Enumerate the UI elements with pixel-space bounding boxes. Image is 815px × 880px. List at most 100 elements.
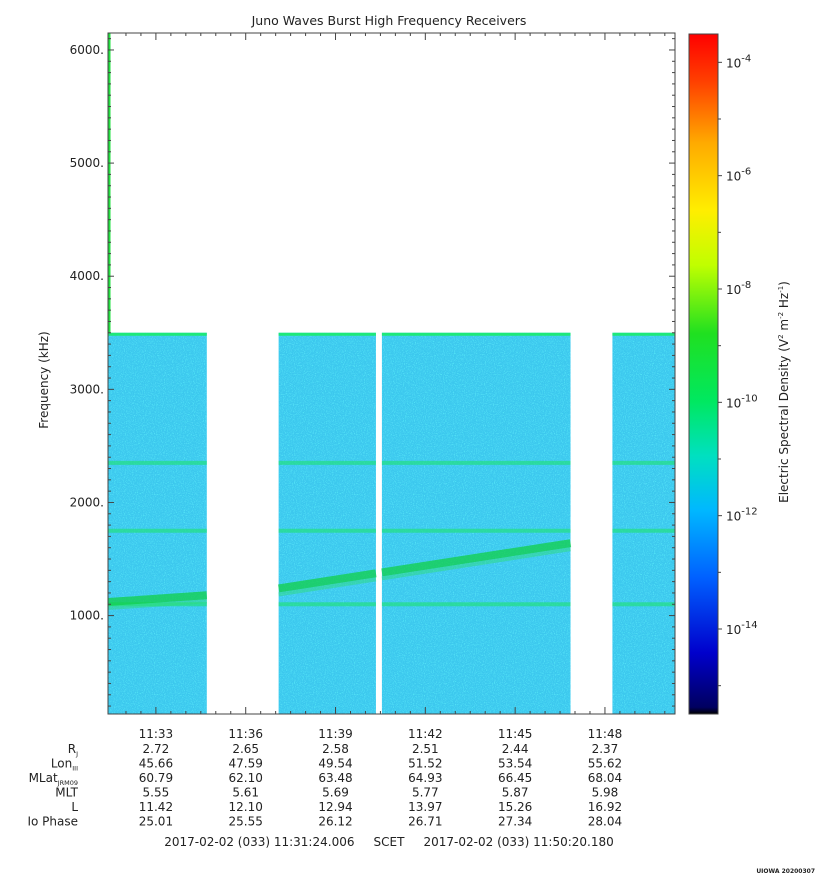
emission-band (381, 528, 571, 533)
ephemeris-value: 45.66 (139, 757, 173, 771)
ephemeris-value: 64.93 (408, 771, 442, 785)
ephemeris-value: 28.04 (588, 815, 622, 829)
ephemeris-row-label: LonIII (51, 757, 78, 773)
ephemeris-row-label: Io Phase (27, 815, 78, 829)
data-segment (108, 332, 208, 714)
emission-line (381, 539, 572, 577)
ephemeris-value: 62.10 (229, 771, 263, 785)
emission-line (108, 591, 208, 606)
spectrogram-data (108, 33, 675, 714)
ephemeris-value: 2.51 (412, 742, 439, 756)
emission-line-harmonic (108, 599, 207, 611)
y-tick-label: 1000. (70, 609, 104, 623)
colorbar-ticks: 10-4 10-6 10-8 10-10 10-12 10-14 (718, 53, 758, 687)
ephemeris-value: 51.52 (408, 757, 442, 771)
minor-ticks (108, 33, 675, 714)
ephemeris-value: 26.71 (408, 815, 442, 829)
ephemeris-value: 5.69 (322, 786, 349, 800)
y-tick-label: 3000. (70, 382, 104, 396)
x-tick-label: 11:36 (228, 727, 263, 741)
ephemeris-value: 55.62 (588, 757, 622, 771)
ephemeris-value: 5.61 (232, 786, 259, 800)
ephemeris-value: 53.54 (498, 757, 532, 771)
data-segment (612, 332, 675, 714)
data-segment (278, 332, 377, 714)
plot-frame (107, 32, 676, 715)
emission-band (381, 460, 571, 465)
ephemeris-value: 5.77 (412, 786, 439, 800)
ephemeris-value: 2.72 (143, 742, 170, 756)
emission-line (278, 569, 377, 593)
ephemeris-table: RJ 2.72 2.65 2.58 2.51 2.44 2.37 LonIII 45.66 47.… (27, 742, 622, 829)
ephemeris-value: 66.45 (498, 771, 532, 785)
ephemeris-row-label: RJ (68, 742, 78, 758)
colorbar-tick-label: 10-10 (726, 393, 758, 410)
emission-band (612, 528, 675, 533)
colorbar-tick-label: 10-4 (726, 53, 751, 70)
ephemeris-value: 5.98 (592, 786, 619, 800)
left-edge-band (108, 33, 111, 333)
emission-band (612, 602, 675, 607)
ephemeris-value: 68.04 (588, 771, 622, 785)
time-range: 2017-02-02 (033) 11:31:24.006 SCET 2017-… (164, 835, 614, 849)
emission-band (278, 602, 376, 607)
ephemeris-value: 2.58 (322, 742, 349, 756)
segment-noise (381, 332, 571, 714)
emission-line-harmonic (278, 577, 377, 597)
x-axis: 11:33 11:36 11:39 11:42 11:45 11:48 (139, 33, 623, 741)
ephemeris-value: 26.12 (318, 815, 352, 829)
emission-band (612, 460, 675, 465)
emission-line-harmonic (381, 547, 571, 581)
segment-top-edge (612, 332, 675, 336)
x-tick-label: 11:48 (588, 727, 623, 741)
ephemeris-row-label: MLatJRM09 (29, 771, 78, 787)
ephemeris-value: 60.79 (139, 771, 173, 785)
segment-noise (612, 332, 675, 714)
ephemeris-value: 63.48 (318, 771, 352, 785)
x-tick-label: 11:42 (408, 727, 443, 741)
ephemeris-row-label: MLT (55, 786, 78, 800)
emission-band (108, 460, 207, 465)
colorbar-tick-label: 10-14 (726, 620, 758, 637)
y-axis: 1000. 2000. 3000. 4000. 5000. 6000. (70, 43, 675, 623)
colorbar (688, 33, 719, 715)
ephemeris-value: 25.55 (229, 815, 263, 829)
ephemeris-value: 13.97 (408, 800, 442, 814)
x-tick-label: 11:33 (139, 727, 174, 741)
colorbar-tick-label: 10-6 (726, 167, 751, 184)
ephemeris-value: 11.42 (139, 800, 173, 814)
colorbar-label: Electric Spectral Density (V2 m-2 Hz-1) (777, 281, 791, 503)
footer-note: UIOWA 20200307 (756, 868, 815, 875)
ephemeris-value: 47.59 (229, 757, 263, 771)
x-tick-label: 11:45 (498, 727, 533, 741)
emission-band (108, 528, 207, 533)
y-axis-label: Frequency (kHz) (37, 331, 51, 428)
ephemeris-row-label: L (71, 800, 78, 814)
ephemeris-value: 25.01 (139, 815, 173, 829)
emission-band (381, 602, 571, 607)
segment-noise (108, 332, 207, 714)
ephemeris-value: 5.55 (143, 786, 170, 800)
ephemeris-value: 5.87 (502, 786, 529, 800)
segment-noise (278, 332, 376, 714)
ephemeris-value: 2.65 (232, 742, 259, 756)
y-tick-label: 6000. (70, 43, 104, 57)
ephemeris-value: 12.94 (318, 800, 352, 814)
chart-title: Juno Waves Burst High Frequency Receiver… (251, 13, 527, 28)
ephemeris-value: 27.34 (498, 815, 532, 829)
x-tick-label: 11:39 (318, 727, 353, 741)
ephemeris-value: 15.26 (498, 800, 532, 814)
ephemeris-value: 49.54 (318, 757, 352, 771)
emission-band (278, 528, 376, 533)
y-tick-label: 2000. (70, 495, 104, 509)
segment-top-edge (381, 332, 571, 336)
ephemeris-value: 2.37 (592, 742, 619, 756)
segment-top-edge (108, 332, 207, 336)
y-tick-label: 5000. (70, 156, 104, 170)
ephemeris-value: 2.44 (502, 742, 529, 756)
ephemeris-value: 16.92 (588, 800, 622, 814)
segment-top-edge (278, 332, 376, 336)
colorbar-tick-label: 10-12 (726, 507, 758, 524)
ephemeris-value: 12.10 (229, 800, 263, 814)
